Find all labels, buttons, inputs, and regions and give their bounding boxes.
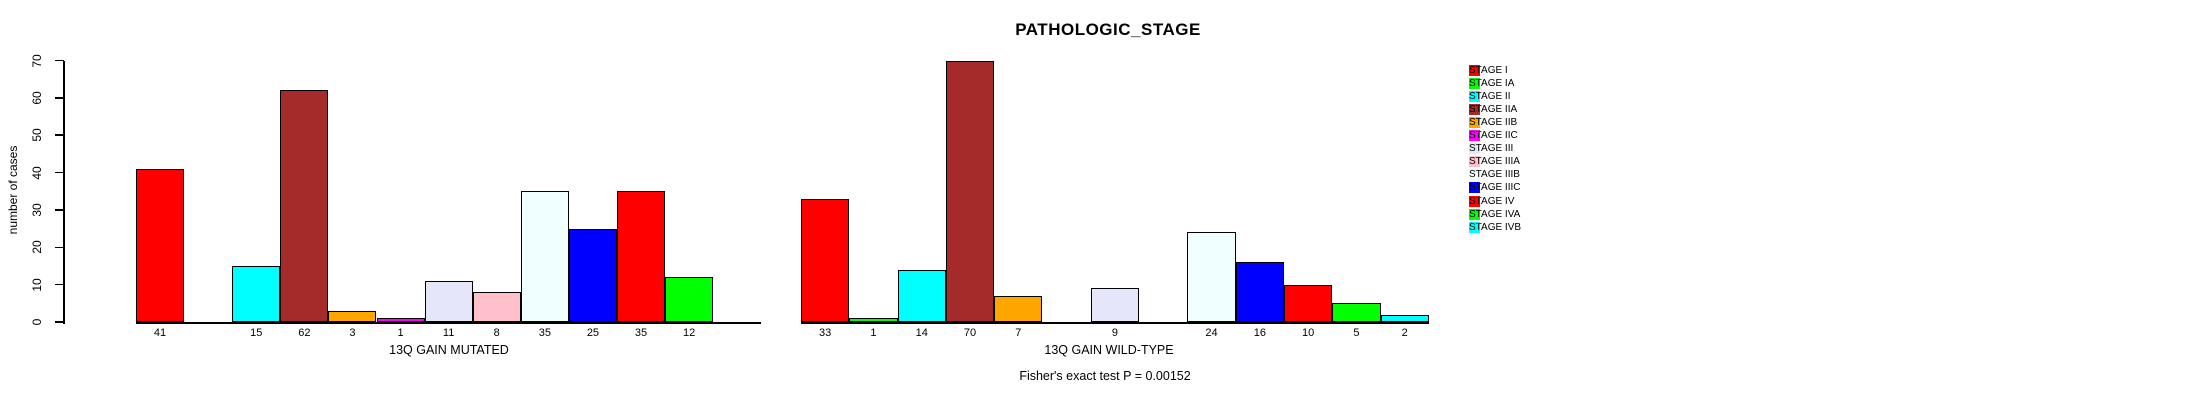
bar-value-label: 11 — [442, 327, 455, 339]
y-axis-tick-label: 10 — [30, 277, 44, 292]
y-axis-label: number of cases — [6, 145, 20, 235]
bar-value-label: 35 — [538, 327, 551, 339]
bar-value-label: 70 — [963, 327, 977, 339]
legend-item-label: STAGE IIB — [1469, 117, 1518, 129]
bar-value-label: 62 — [298, 327, 311, 339]
legend-item-label: STAGE I — [1469, 65, 1508, 76]
x-axis-title-mutated: 13Q GAIN MUTATED — [389, 343, 509, 357]
legend-swatch — [1469, 91, 1480, 103]
bar-stage-iv — [1284, 284, 1333, 322]
y-axis-tick-label: 20 — [30, 240, 44, 254]
bar-value-label: 1 — [870, 327, 877, 339]
bar-stage-iii — [424, 280, 473, 322]
legend-swatch — [1469, 78, 1480, 90]
bar-value-label: 3 — [349, 327, 356, 339]
legend-swatch — [1469, 104, 1480, 116]
bar-value-label: 24 — [1205, 327, 1218, 339]
y-axis-tick — [55, 283, 64, 286]
bar-stage-ii — [897, 269, 946, 322]
legend-item-label: STAGE IA — [1469, 78, 1515, 90]
y-axis-tick — [55, 246, 64, 249]
y-axis-tick — [55, 59, 64, 62]
y-axis-tick — [55, 97, 64, 99]
legend-item-label: STAGE II — [1469, 91, 1511, 103]
bar-value-label: 2 — [1401, 327, 1408, 339]
legend-swatch — [1469, 169, 1480, 181]
y-axis-tick — [55, 321, 64, 323]
bar-stage-iiib — [520, 191, 569, 322]
bar-value-label: 5 — [1353, 327, 1360, 339]
bar-stage-iii — [1090, 288, 1140, 322]
bar-stage-iib — [994, 295, 1043, 322]
legend-item-label: STAGE IIC — [1469, 130, 1518, 142]
y-axis-tick-label: 70 — [30, 53, 44, 68]
x-axis-line — [136, 322, 762, 324]
legend-swatch — [1469, 130, 1480, 142]
legend-swatch — [1469, 143, 1480, 155]
bar-value-label: 35 — [634, 327, 648, 339]
bar-value-label: 14 — [915, 327, 928, 339]
y-axis-tick — [55, 134, 64, 136]
legend-item-label: STAGE IVA — [1469, 208, 1521, 220]
bar-value-label: 41 — [153, 327, 167, 339]
bar-stage-iiib — [1187, 232, 1236, 322]
bar-value-label: 33 — [819, 327, 832, 339]
legend-item-label: STAGE IIIB — [1469, 169, 1520, 181]
bar-value-label: 1 — [397, 327, 404, 339]
bar-stage-iiia — [472, 292, 521, 322]
legend-swatch — [1469, 117, 1480, 129]
bar-stage-ia — [849, 318, 898, 322]
bar-stage-iiic — [1235, 262, 1284, 322]
y-axis-line — [63, 60, 65, 324]
legend-swatch — [1469, 221, 1480, 233]
y-axis-tick-label: 30 — [30, 203, 44, 217]
bar-stage-iic — [376, 318, 425, 322]
y-axis-tick — [55, 171, 64, 174]
legend-item-label: STAGE IIA — [1469, 104, 1518, 116]
bar-stage-ivb — [1380, 314, 1429, 322]
bar-value-label: 9 — [1111, 327, 1118, 339]
bar-value-label: 12 — [683, 327, 696, 339]
bar-value-label: 10 — [1302, 327, 1315, 339]
legend-item-label: STAGE IIIA — [1469, 156, 1520, 168]
y-axis-tick-label: 60 — [30, 91, 44, 105]
legend-item-label: STAGE IVB — [1469, 221, 1522, 233]
bar-stage-iva — [1332, 303, 1381, 322]
y-axis-tick-label: 0 — [30, 318, 44, 326]
bar-value-label: 7 — [1015, 327, 1022, 339]
bar-stage-i — [136, 168, 185, 322]
bar-value-label: 25 — [586, 327, 600, 339]
bar-value-label: 8 — [493, 327, 500, 339]
bar-stage-ii — [232, 265, 281, 322]
bar-stage-iia — [280, 90, 329, 322]
legend-swatch — [1469, 182, 1480, 194]
legend-swatch — [1469, 195, 1480, 207]
bar-stage-iib — [328, 310, 377, 322]
y-axis-tick — [55, 209, 64, 211]
legend-swatch — [1469, 65, 1480, 76]
legend-swatch — [1469, 208, 1480, 220]
bar-stage-i — [801, 198, 850, 322]
x-axis-line — [801, 322, 1429, 324]
bar-stage-iiic — [568, 228, 617, 322]
bar-stage-iia — [945, 60, 995, 322]
x-axis-title-wildtype: 13Q GAIN WILD-TYPE — [1044, 343, 1174, 357]
y-axis-tick-label: 40 — [30, 165, 44, 180]
legend-item-label: STAGE IV — [1469, 195, 1515, 207]
bar-stage-iva — [665, 277, 714, 322]
bar-value-label: 16 — [1253, 327, 1266, 339]
legend-item-label: STAGE IIIC — [1469, 182, 1521, 194]
bar-value-label: 15 — [250, 327, 263, 339]
y-axis-tick-label: 50 — [30, 128, 44, 142]
legend-item-label: STAGE III — [1469, 143, 1514, 155]
legend-swatch — [1469, 156, 1480, 168]
fisher-test-note: Fisher's exact test P = 0.00152 — [1019, 369, 1191, 383]
chart-title: PATHOLOGIC_STAGE — [1015, 20, 1201, 39]
bar-stage-iv — [617, 191, 666, 322]
